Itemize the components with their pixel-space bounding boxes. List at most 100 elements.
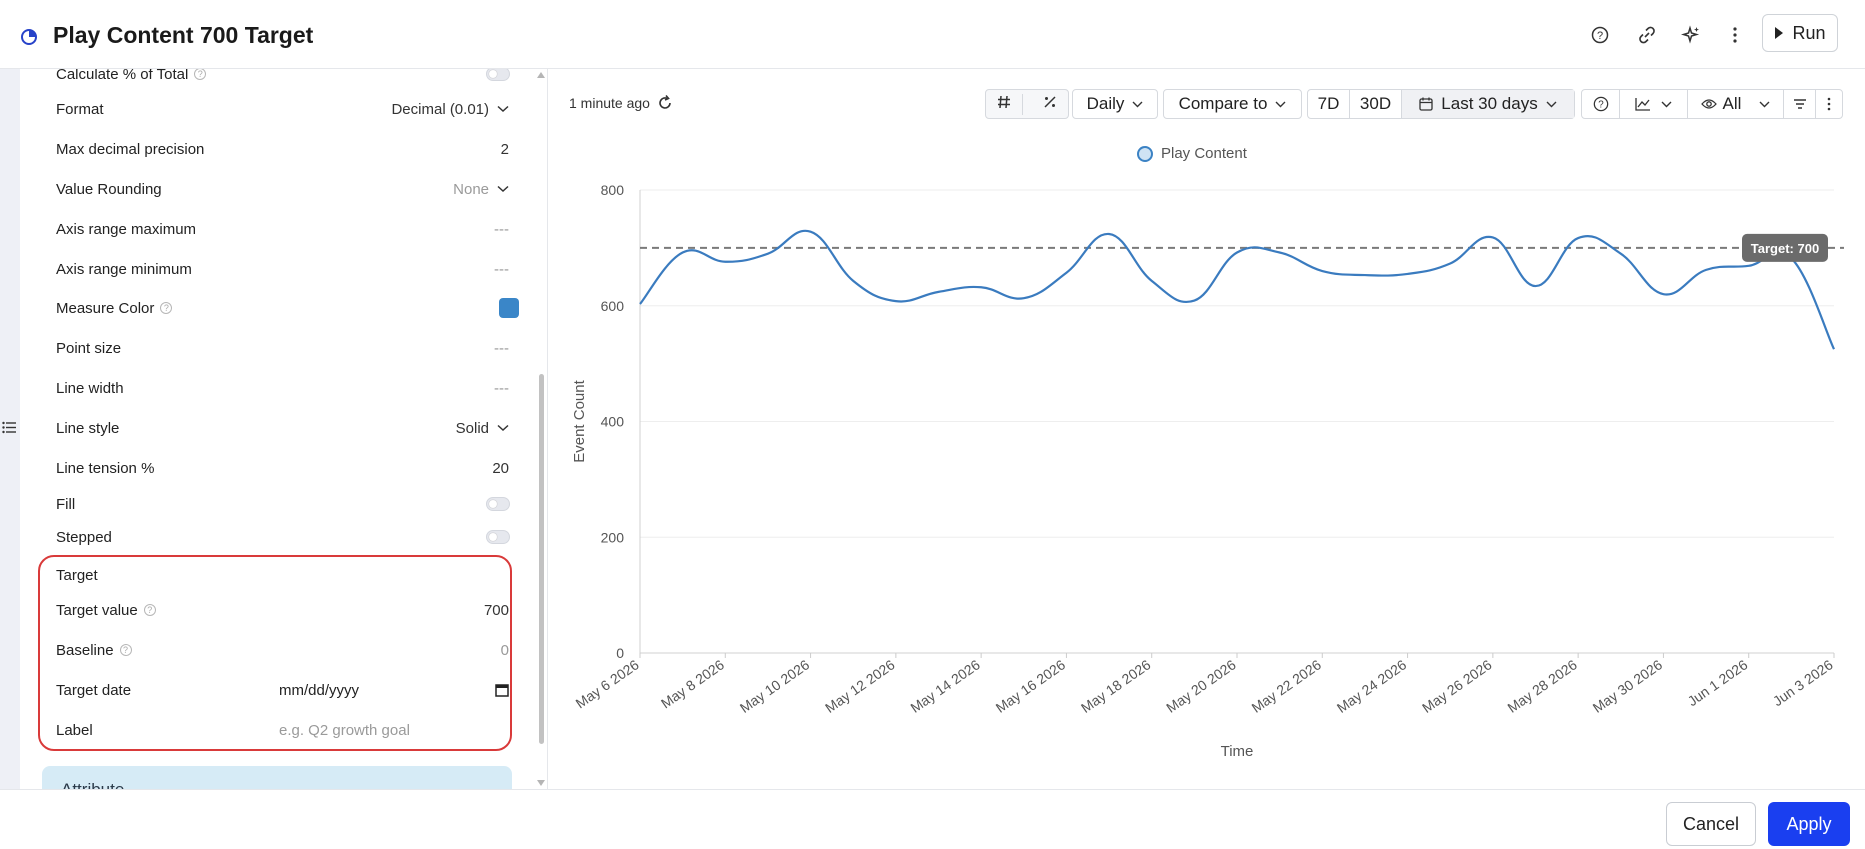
link-icon[interactable]: [1632, 20, 1662, 50]
line-style-label: Line style: [56, 419, 120, 437]
date-range-select[interactable]: Last 30 days: [1402, 90, 1574, 118]
x-tick-label: May 12 2026: [822, 656, 898, 716]
y-axis-title: Event Count: [571, 379, 588, 462]
format-value: Decimal (0.01): [391, 100, 489, 118]
number-format-button[interactable]: [986, 93, 1024, 115]
stepped-label: Stepped: [56, 528, 112, 546]
max-decimal-row: Max decimal precision 2: [56, 137, 509, 161]
legend-marker: [1137, 145, 1153, 162]
line-width-row: Line width ---: [56, 376, 509, 400]
refresh-icon[interactable]: [656, 94, 674, 112]
attribute-section-header[interactable]: Attribute: [42, 766, 512, 789]
compare-select[interactable]: Compare to: [1163, 89, 1302, 119]
value-rounding-select[interactable]: None: [453, 181, 509, 198]
fill-row: Fill: [56, 492, 510, 516]
x-tick-label: May 14 2026: [907, 656, 983, 716]
settings-panel: Calculate % of Total? Format Decimal (0.…: [20, 69, 545, 789]
panel-divider: [547, 69, 548, 789]
chart-more-button[interactable]: [1816, 90, 1842, 118]
chart-help-button[interactable]: ?: [1582, 90, 1620, 118]
attribute-label: Attribute: [61, 780, 124, 789]
x-tick-label: May 20 2026: [1163, 656, 1239, 716]
max-decimal-label: Max decimal precision: [56, 140, 205, 158]
target-heading-row: Target: [56, 563, 509, 587]
last-updated: 1 minute ago: [569, 94, 674, 112]
svg-text:?: ?: [1597, 30, 1603, 42]
run-button[interactable]: Run: [1762, 14, 1838, 52]
apply-button[interactable]: Apply: [1768, 802, 1850, 846]
more-vertical-icon[interactable]: [1720, 20, 1750, 50]
calendar-icon: [1419, 97, 1433, 111]
chevron-down-icon: [1661, 101, 1672, 107]
line-width-input[interactable]: ---: [494, 379, 509, 397]
max-decimal-input[interactable]: 2: [500, 140, 509, 158]
format-toggle-group: [985, 89, 1069, 119]
fill-toggle[interactable]: [486, 497, 510, 511]
help-icon[interactable]: ?: [160, 302, 173, 314]
x-tick-label: Jun 3 2026: [1770, 656, 1836, 709]
filter-button[interactable]: [1784, 90, 1816, 118]
format-select[interactable]: Decimal (0.01): [391, 101, 509, 118]
sparkle-ai-icon[interactable]: [1676, 20, 1706, 50]
x-tick-label: May 18 2026: [1078, 656, 1154, 716]
compare-value: Compare to: [1178, 94, 1268, 113]
calendar-icon[interactable]: [495, 683, 509, 697]
baseline-input[interactable]: 0: [500, 641, 509, 659]
measure-color-swatch[interactable]: [499, 298, 519, 318]
chart-legend[interactable]: Play Content: [1137, 145, 1247, 162]
scroll-up-icon[interactable]: [536, 71, 545, 79]
help-icon[interactable]: ?: [119, 644, 132, 656]
target-label-text: Target: 700: [1751, 241, 1819, 256]
date-range-value: Last 30 days: [1441, 94, 1538, 113]
chart-type-select[interactable]: [1620, 90, 1688, 118]
line-chart-icon: [1635, 98, 1650, 111]
calculate-pct-toggle[interactable]: [486, 69, 510, 81]
measure-color-label: Measure Color: [56, 299, 155, 317]
x-tick-label: May 28 2026: [1504, 656, 1580, 716]
list-icon[interactable]: [2, 421, 17, 434]
range-7d-button[interactable]: 7D: [1308, 90, 1350, 118]
line-tension-input[interactable]: 20: [492, 459, 509, 477]
axis-max-input[interactable]: ---: [494, 220, 509, 238]
eye-icon: [1700, 99, 1717, 109]
chevron-down-icon: [1275, 101, 1286, 107]
app-logo-icon: [21, 29, 37, 45]
target-date-input[interactable]: mm/dd/yyyy: [279, 681, 360, 699]
y-tick-label: 400: [601, 414, 625, 430]
help-icon[interactable]: ?: [194, 69, 207, 80]
point-size-input[interactable]: ---: [494, 339, 509, 357]
panel-scrollbar[interactable]: [539, 374, 544, 744]
help-icon: ?: [1593, 96, 1608, 112]
line-style-select[interactable]: Solid: [456, 420, 509, 437]
y-tick-label: 200: [601, 529, 625, 545]
filter-icon: [1793, 99, 1806, 109]
percent-format-button[interactable]: [1031, 94, 1068, 115]
axis-min-label: Axis range minimum: [56, 260, 192, 278]
run-label: Run: [1792, 22, 1826, 43]
x-tick-label: May 10 2026: [737, 656, 813, 716]
y-tick-label: 800: [601, 182, 625, 198]
help-icon[interactable]: ?: [143, 604, 156, 616]
scroll-down-icon[interactable]: [536, 779, 545, 787]
visibility-select[interactable]: All: [1688, 90, 1784, 118]
granularity-select[interactable]: Daily: [1072, 89, 1158, 119]
chevron-down-icon: [497, 185, 509, 193]
chevron-down-icon: [497, 424, 509, 432]
axis-min-input[interactable]: ---: [494, 260, 509, 278]
chevron-down-icon: [1546, 101, 1557, 107]
x-axis-title: Time: [1221, 743, 1254, 760]
help-icon[interactable]: ?: [1585, 20, 1615, 50]
line-style-value: Solid: [455, 419, 489, 437]
cancel-button[interactable]: Cancel: [1666, 802, 1756, 846]
stepped-toggle[interactable]: [486, 530, 510, 544]
format-row: Format Decimal (0.01): [56, 97, 509, 121]
line-tension-row: Line tension % 20: [56, 456, 509, 480]
percent-icon: [1044, 95, 1056, 108]
baseline-label: Baseline: [56, 641, 114, 659]
point-size-row: Point size ---: [56, 336, 509, 360]
target-date-label: Target date: [56, 681, 132, 699]
label-input[interactable]: e.g. Q2 growth goal: [279, 721, 410, 739]
line-style-row: Line style Solid: [56, 416, 509, 440]
range-30d-button[interactable]: 30D: [1350, 90, 1402, 118]
target-value-input[interactable]: 700: [483, 601, 509, 619]
